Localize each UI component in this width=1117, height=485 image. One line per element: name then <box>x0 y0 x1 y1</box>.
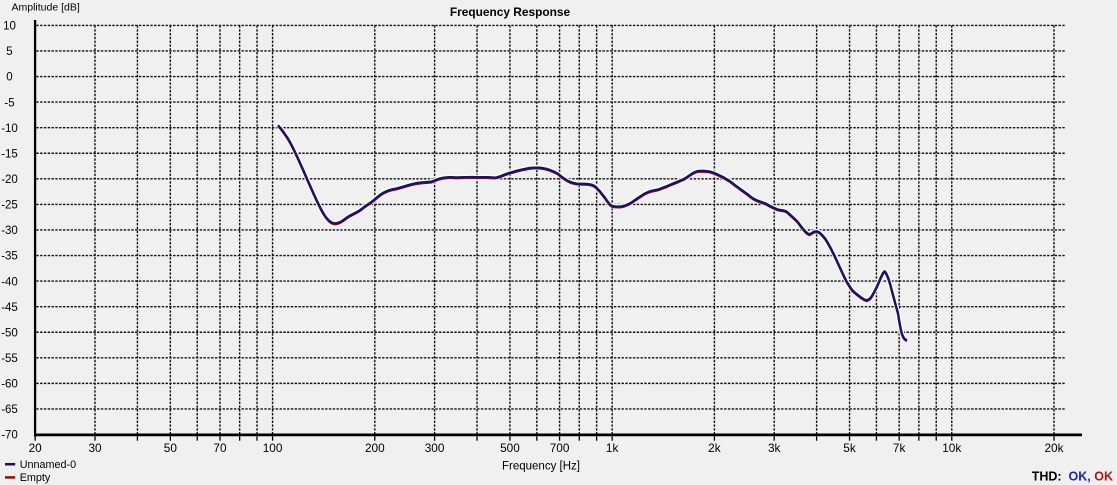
svg-text:-70: -70 <box>1 430 18 442</box>
svg-text:-55: -55 <box>1 353 18 365</box>
svg-text:3k: 3k <box>768 441 781 455</box>
svg-text:200: 200 <box>365 441 385 455</box>
svg-text:7k: 7k <box>893 441 906 455</box>
svg-text:70: 70 <box>213 441 227 455</box>
svg-text:Frequency Response: Frequency Response <box>450 5 571 19</box>
svg-text:30: 30 <box>88 441 102 455</box>
svg-text:-10: -10 <box>1 123 18 135</box>
svg-text:10k: 10k <box>942 441 961 455</box>
svg-text:10: 10 <box>3 21 16 33</box>
svg-text:-15: -15 <box>1 148 18 160</box>
svg-text:Empty: Empty <box>20 472 51 484</box>
svg-text:-5: -5 <box>4 97 14 109</box>
svg-text:-45: -45 <box>1 302 18 314</box>
svg-text:5k: 5k <box>843 441 856 455</box>
svg-text:Frequency [Hz]: Frequency [Hz] <box>502 461 580 473</box>
svg-text:-40: -40 <box>1 276 18 288</box>
svg-text:700: 700 <box>550 441 570 455</box>
svg-text:20k: 20k <box>1044 441 1063 455</box>
svg-text:300: 300 <box>425 441 445 455</box>
svg-text:1k: 1k <box>606 441 619 455</box>
svg-text:-25: -25 <box>1 200 18 212</box>
svg-text:-60: -60 <box>1 379 18 391</box>
svg-text:100: 100 <box>263 441 283 455</box>
svg-text:5: 5 <box>6 46 12 58</box>
svg-text:20: 20 <box>29 441 43 455</box>
svg-text:THD: OK, OK: THD: OK, OK <box>1032 470 1113 484</box>
svg-text:-20: -20 <box>1 174 18 186</box>
svg-text:-50: -50 <box>1 327 18 339</box>
svg-text:-30: -30 <box>1 225 18 237</box>
svg-text:50: 50 <box>164 441 178 455</box>
svg-text:500: 500 <box>500 441 520 455</box>
svg-text:-35: -35 <box>1 251 18 263</box>
svg-text:Amplitude [dB]: Amplitude [dB] <box>12 2 80 14</box>
svg-text:2k: 2k <box>708 441 721 455</box>
svg-text:0: 0 <box>6 72 12 84</box>
svg-text:Unnamed-0: Unnamed-0 <box>20 459 76 471</box>
svg-text:-65: -65 <box>1 404 18 416</box>
